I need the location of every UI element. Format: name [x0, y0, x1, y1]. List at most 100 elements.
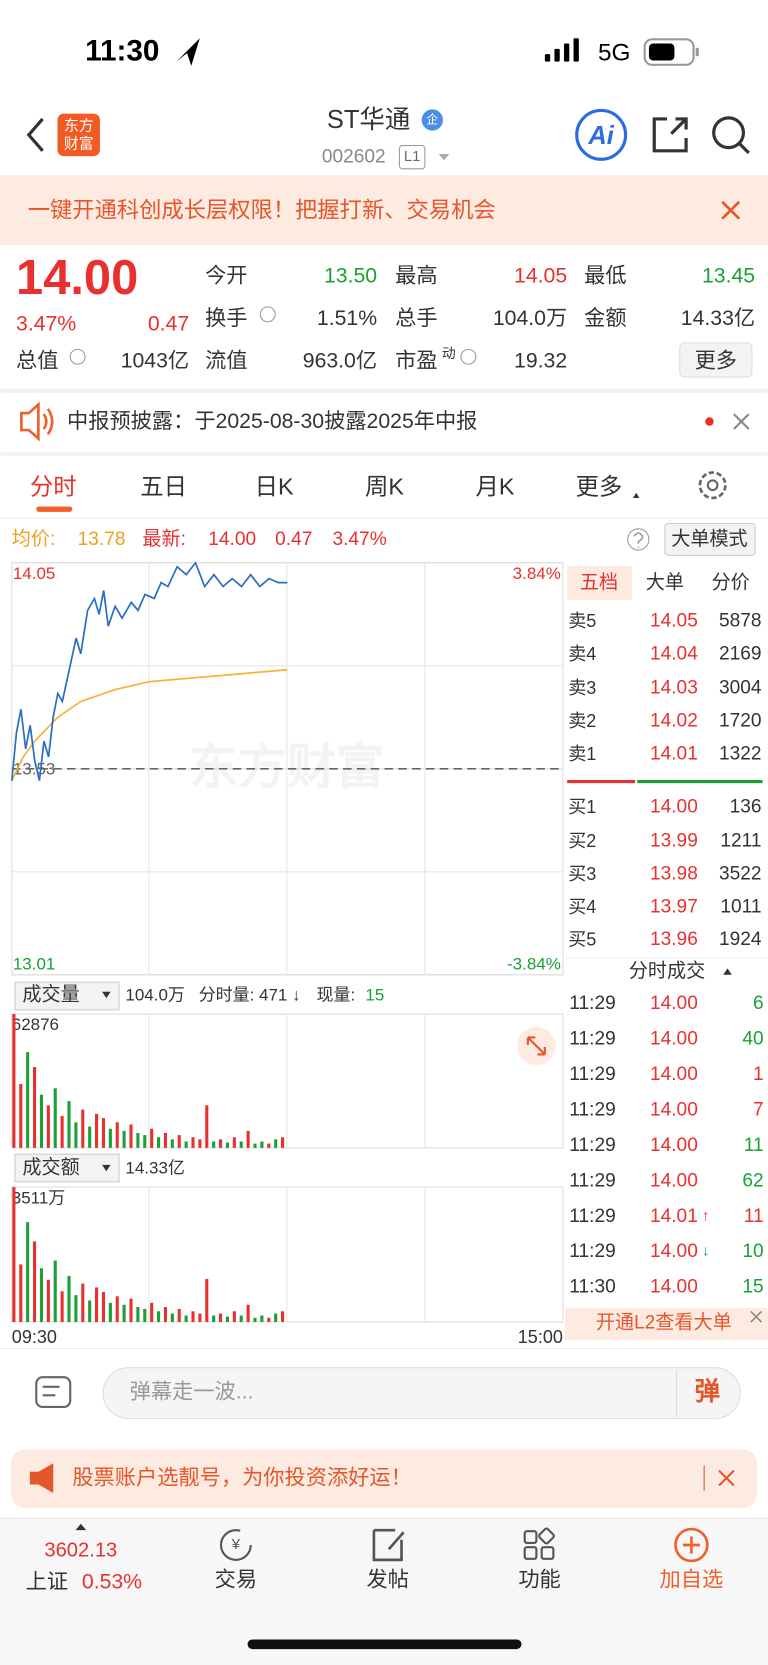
banner-text[interactable]: 一键开通科创成长层权限！把握打新、交易机会	[28, 198, 496, 223]
volume-title[interactable]: 成交量	[22, 983, 79, 1005]
info-icon[interactable]	[259, 306, 276, 323]
field-label: 最低	[584, 264, 626, 288]
mode-button[interactable]	[664, 522, 756, 556]
field-value: 14.33亿	[681, 306, 755, 330]
bar	[205, 1278, 209, 1323]
bar	[53, 1088, 57, 1148]
close-button[interactable]	[750, 1310, 763, 1323]
search-button[interactable]	[712, 116, 750, 155]
index-name[interactable]: 上证	[26, 1570, 68, 1594]
book-tab[interactable]: 大单	[646, 571, 684, 593]
field-sup: 动	[442, 346, 456, 361]
field-value: 13.45	[702, 265, 755, 288]
book-volume: 2169	[719, 644, 762, 665]
bar	[177, 1135, 181, 1148]
megaphone-icon	[29, 1463, 54, 1493]
level[interactable]: L1	[404, 149, 421, 165]
l2-text[interactable]: 开通L2查看大单	[596, 1312, 732, 1334]
book-volume: 1322	[719, 743, 762, 764]
trade-time: 11:29	[569, 993, 615, 1014]
amount-selector[interactable]	[14, 1153, 120, 1183]
bar	[246, 1304, 250, 1323]
more-button[interactable]	[679, 342, 753, 378]
trade-icon: ¥	[219, 1529, 252, 1561]
bar	[26, 1222, 30, 1323]
book-tab[interactable]: 分价	[712, 571, 750, 593]
ai-label[interactable]: Ai	[587, 122, 614, 150]
tab[interactable]: 日K	[255, 473, 294, 499]
tab[interactable]: 月K	[475, 473, 514, 499]
signal-icon	[544, 38, 579, 62]
last-label: 最新:	[142, 528, 186, 550]
danmaku-icon[interactable]	[35, 1376, 72, 1409]
logo	[57, 113, 100, 157]
more-label[interactable]: 更多	[695, 349, 737, 373]
trade-volume: 40	[742, 1028, 763, 1049]
bar	[95, 1113, 99, 1148]
trade-time: 11:30	[569, 1277, 615, 1298]
bar	[225, 1316, 230, 1323]
last-change: 0.47	[275, 529, 312, 550]
amount-title[interactable]: 成交额	[22, 1157, 79, 1179]
comment-placeholder[interactable]: 弹幕走一波...	[130, 1380, 254, 1404]
trades-title[interactable]: 分时成交	[629, 960, 705, 982]
ad-text[interactable]: 股票账户选靓号，为你投资添好运！	[72, 1466, 412, 1490]
help-glyph	[633, 532, 644, 548]
field-value: 14.05	[514, 265, 567, 288]
info-icon[interactable]	[69, 348, 86, 365]
home-indicator	[247, 1639, 522, 1650]
volume-selector[interactable]	[14, 981, 120, 1011]
comment-input[interactable]	[102, 1367, 741, 1420]
tab[interactable]: 五日	[140, 473, 187, 499]
field-label: 总手	[395, 306, 437, 330]
ai-button[interactable]	[575, 108, 628, 161]
avg-price: 13.78	[78, 529, 126, 550]
bar	[143, 1135, 147, 1148]
tab[interactable]: 更多	[576, 473, 623, 499]
bar	[212, 1141, 216, 1148]
volume-detail: 分时量: 471 ↓	[199, 985, 301, 1004]
trade-volume: 15	[742, 1277, 763, 1298]
l2-bar[interactable]	[565, 1308, 768, 1341]
help-icon[interactable]	[627, 528, 650, 551]
back-button[interactable]	[26, 117, 44, 152]
bar	[60, 1115, 64, 1148]
bar	[39, 1268, 44, 1323]
bar	[163, 1132, 168, 1148]
nav-item[interactable]: 发帖	[366, 1568, 408, 1592]
bar	[136, 1132, 140, 1148]
mode-label[interactable]: 大单模式	[671, 528, 747, 550]
trade-time: 11:29	[569, 1099, 615, 1120]
field-value: 104.0万	[493, 307, 567, 330]
settings-icon[interactable]	[698, 471, 727, 500]
network: 5G	[598, 40, 631, 67]
nav-item[interactable]: 加自选	[660, 1568, 724, 1592]
danmaku-button[interactable]: 弹	[695, 1378, 720, 1406]
field-label: 金额	[584, 306, 626, 330]
index-value[interactable]: 3602.13	[44, 1539, 117, 1561]
change-pct: 3.47%	[16, 312, 76, 335]
share-button[interactable]	[652, 117, 688, 153]
bar	[281, 1137, 285, 1148]
nav-item[interactable]: 交易	[215, 1568, 257, 1592]
ad[interactable]	[10, 1449, 758, 1508]
tab[interactable]: 周K	[365, 473, 404, 499]
trade-volume: 62	[742, 1170, 763, 1191]
tab[interactable]: 分时	[30, 473, 77, 499]
bar	[177, 1308, 181, 1323]
y-tick-label: 3511万	[12, 1188, 65, 1207]
close-button[interactable]	[721, 200, 741, 220]
field-label: 换手	[205, 306, 247, 330]
info-icon[interactable]	[460, 348, 477, 365]
book-tab[interactable]: 五档	[580, 571, 618, 593]
banner[interactable]	[0, 175, 768, 246]
bar	[157, 1311, 161, 1323]
nav-item[interactable]: 功能	[518, 1568, 560, 1592]
close-button[interactable]	[733, 413, 750, 430]
close-button[interactable]	[718, 1469, 735, 1487]
function-icon	[523, 1527, 555, 1560]
notice-text[interactable]: 中报预披露：于2025-08-30披露2025年中报	[67, 409, 477, 433]
index-change[interactable]: 0.53%	[82, 1571, 142, 1594]
